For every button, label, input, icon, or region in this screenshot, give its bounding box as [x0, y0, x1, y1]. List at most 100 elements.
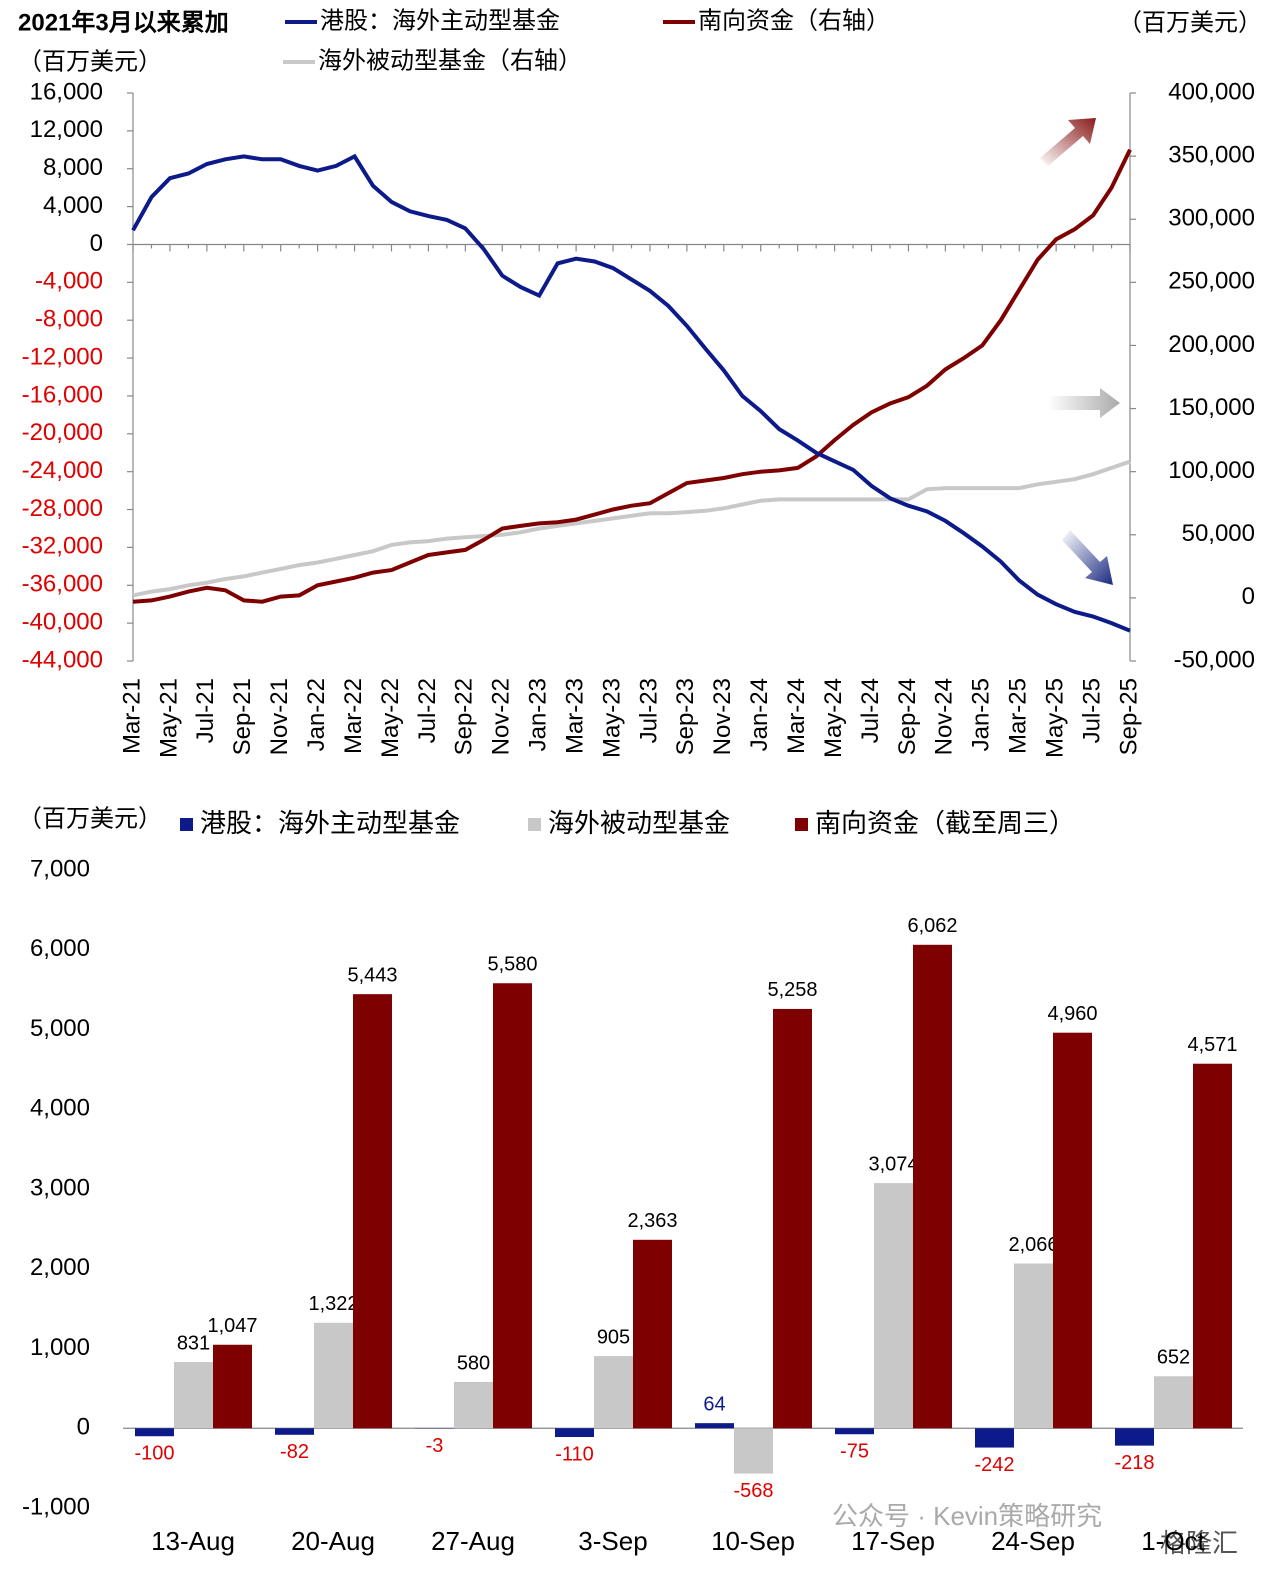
data-label: -110 — [555, 1443, 594, 1465]
data-label: 905 — [597, 1326, 630, 1348]
y-tick-label: -4,000 — [35, 268, 103, 295]
x-tick-label: Sep-21 — [229, 678, 256, 755]
line-series — [132, 459, 1131, 598]
y-tick-label: -16,000 — [22, 381, 103, 408]
data-label: 1,322 — [308, 1293, 358, 1315]
y-tick-label: -28,000 — [22, 495, 103, 522]
y-tick-label: 0 — [90, 230, 103, 257]
x-tick-label: May-23 — [598, 678, 625, 758]
legend-label: 海外被动型基金 — [548, 808, 730, 838]
x-tick-label: 20-Aug — [291, 1526, 375, 1556]
y-tick-label: -40,000 — [22, 608, 103, 635]
x-tick-label: Mar-22 — [340, 678, 367, 754]
legend-label: 港股：海外主动型基金 — [200, 808, 460, 838]
x-tick-label: Nov-23 — [709, 678, 736, 755]
bar — [213, 1344, 252, 1429]
x-tick-label: Jan-24 — [746, 678, 773, 751]
legend-label: 南向资金（右轴） — [698, 7, 890, 34]
bar — [454, 1381, 493, 1429]
y-tick-label: 16,000 — [30, 78, 103, 105]
x-tick-label: May-24 — [820, 678, 847, 758]
legend-swatch — [795, 818, 808, 831]
data-label: -568 — [733, 1480, 773, 1502]
y-tick-label: 6,000 — [30, 935, 90, 962]
y-tick-label: -24,000 — [22, 457, 103, 484]
x-tick-label: Jul-21 — [192, 678, 219, 743]
y2-tick-label: 250,000 — [1168, 268, 1255, 295]
watermark: 公众号 · Kevin策略研究 — [832, 1501, 1102, 1531]
y2-tick-label: 350,000 — [1168, 141, 1255, 168]
data-label: -82 — [280, 1441, 309, 1463]
y-tick-label: 1,000 — [30, 1334, 90, 1361]
bar — [314, 1322, 353, 1429]
y-tick-label: 4,000 — [43, 192, 103, 219]
y2-tick-label: 100,000 — [1168, 457, 1255, 484]
y-tick-label: -8,000 — [35, 306, 103, 333]
data-label: 652 — [1157, 1347, 1190, 1369]
arrows — [1040, 118, 1120, 585]
x-tick-label: Sep-23 — [672, 678, 699, 755]
y-tick-label: -44,000 — [22, 646, 103, 673]
x-tick-label: Nov-22 — [488, 678, 515, 755]
data-label: 4,571 — [1187, 1034, 1237, 1056]
x-tick-label: 17-Sep — [851, 1526, 935, 1556]
y-tick-label: -12,000 — [22, 343, 103, 370]
line-series — [131, 153, 1131, 633]
legend-swatch — [180, 818, 193, 831]
bar — [493, 983, 532, 1429]
legend-label: 南向资金（截至周三） — [815, 808, 1075, 838]
data-label: -75 — [840, 1441, 869, 1463]
x-tick-label: Jul-24 — [857, 678, 884, 743]
legend-label: 海外被动型基金（右轴） — [318, 47, 582, 74]
y-tick-label: 5,000 — [30, 1015, 90, 1042]
x-tick-label: Mar-24 — [783, 678, 810, 754]
x-tick-label: May-21 — [155, 678, 182, 758]
legend-swatch — [528, 818, 541, 831]
y-tick-label: 4,000 — [30, 1095, 90, 1122]
x-tick-label: May-22 — [377, 678, 404, 758]
x-tick-label: May-25 — [1041, 678, 1068, 758]
data-label: 5,258 — [767, 979, 817, 1001]
bar — [913, 944, 952, 1429]
data-label: 3,074 — [868, 1153, 918, 1175]
x-tick-label: Jan-23 — [525, 678, 552, 751]
bar — [174, 1361, 213, 1429]
bar — [1193, 1063, 1232, 1429]
bar — [734, 1428, 773, 1474]
data-label: 5,580 — [487, 954, 537, 976]
x-tick-label: 1-Oct — [1141, 1526, 1205, 1556]
bar — [695, 1423, 734, 1429]
bar — [135, 1428, 174, 1437]
x-tick-label: Sep-24 — [894, 678, 921, 755]
y-tick-label: -36,000 — [22, 571, 103, 598]
x-tick-label: Jan-22 — [303, 678, 330, 751]
y2-tick-label: 400,000 — [1168, 78, 1255, 105]
bar — [594, 1356, 633, 1429]
y2-tick-label: 50,000 — [1182, 520, 1255, 547]
y-tick-label: -32,000 — [22, 533, 103, 560]
x-tick-label: 10-Sep — [711, 1526, 795, 1556]
bar — [874, 1183, 913, 1429]
y2-tick-label: 200,000 — [1168, 331, 1255, 358]
bar — [773, 1008, 812, 1429]
x-tick-label: 27-Aug — [431, 1526, 515, 1556]
y-tick-label: 3,000 — [30, 1174, 90, 1201]
chart-title: 2021年3月以来累加 — [18, 8, 229, 36]
data-label: 5,443 — [347, 964, 397, 986]
bar — [353, 994, 392, 1429]
y-axis-label: （百万美元） — [18, 48, 162, 75]
data-label: -242 — [974, 1454, 1014, 1476]
y-tick-label: 12,000 — [30, 116, 103, 143]
bar — [275, 1428, 314, 1435]
x-tick-label: Sep-22 — [451, 678, 478, 755]
y2-tick-label: 300,000 — [1168, 205, 1255, 232]
data-label: -100 — [134, 1443, 174, 1465]
bar — [975, 1428, 1014, 1448]
y-tick-label: 0 — [77, 1414, 90, 1441]
y2-tick-label: 150,000 — [1168, 394, 1255, 421]
x-tick-label: Nov-24 — [931, 678, 958, 755]
data-label: 831 — [177, 1332, 210, 1354]
data-label: 2,363 — [627, 1210, 677, 1232]
y2-tick-label: -50,000 — [1174, 646, 1255, 673]
